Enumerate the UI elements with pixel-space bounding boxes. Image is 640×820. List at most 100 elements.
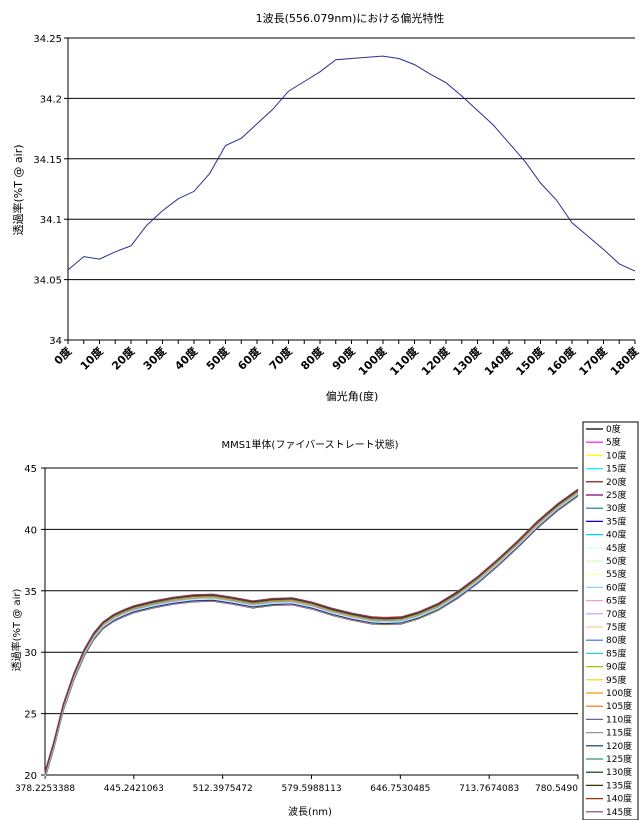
- chart1-ytick-label: 34.25: [33, 34, 62, 45]
- chart2-legend-label: 35度: [606, 515, 626, 527]
- chart2-series-line: [44, 489, 579, 773]
- chart2-ylabel: 透過率(%T @ air): [10, 589, 23, 672]
- chart2-series-line: [44, 492, 579, 776]
- chart2-series-line: [44, 490, 579, 774]
- chart2-series-line: [44, 495, 579, 779]
- chart2-legend-label: 145度: [606, 806, 632, 818]
- chart2-ytick-label: 20: [24, 771, 37, 782]
- chart2-series-line: [44, 488, 579, 772]
- chart1-ylabel: 透過率(%T @ air): [11, 144, 25, 235]
- chart2-xlabel: 波長(nm): [288, 805, 332, 818]
- chart2-legend-label: 15度: [606, 463, 626, 475]
- chart2-series-line: [44, 491, 579, 775]
- chart2-ytick-label: 30: [24, 648, 37, 659]
- chart2-series-line: [44, 490, 579, 774]
- chart2-legend-label: 130度: [606, 766, 632, 778]
- chart2-legend-label: 105度: [606, 700, 632, 712]
- chart2-series-line: [44, 489, 579, 773]
- polarization-chart: 1波長(556.079nm)における偏光特性 34 34.05 34.1 34.15 3…: [11, 11, 640, 403]
- chart2-series-line: [44, 495, 579, 779]
- chart2-legend-label: 40度: [606, 529, 626, 541]
- chart1-title: 1波長(556.079nm)における偏光特性: [256, 11, 445, 25]
- chart2-series-line: [44, 492, 579, 776]
- chart2-series-line: [44, 494, 579, 778]
- chart2-legend-label: 30度: [606, 502, 626, 514]
- chart1-category-label: 60度: [235, 344, 264, 373]
- chart1-category-label: 40度: [172, 344, 201, 373]
- chart2-legend-label: 5度: [606, 436, 621, 448]
- chart1-category-label: 90度: [329, 344, 358, 373]
- chart2-series-line: [44, 494, 579, 778]
- chart2-legend-label: 65度: [606, 595, 626, 607]
- chart2-legend-label: 95度: [606, 674, 626, 686]
- chart2-title: MMS1単体(ファイバーストレート状態): [221, 438, 398, 451]
- chart2-legend-label: 10度: [606, 449, 626, 461]
- chart2-series-line: [44, 492, 579, 776]
- chart2-ytick-label: 25: [24, 710, 37, 721]
- chart2-series-line: [44, 492, 579, 776]
- chart2-legend-label: 45度: [606, 542, 626, 554]
- chart2-series-line: [44, 490, 579, 774]
- chart2-legend-label: 110度: [606, 713, 632, 725]
- chart1-category-label: 120度: [418, 344, 453, 379]
- chart2-xtick-label: 445.2421063: [104, 784, 164, 794]
- chart2-legend-label: 80度: [606, 634, 626, 646]
- chart2-legend-label: 125度: [606, 753, 632, 765]
- chart1-category-label: 150度: [513, 344, 548, 379]
- chart2-ytick-label: 40: [24, 525, 37, 536]
- chart2-series-line: [44, 494, 579, 778]
- chart2-series-line: [44, 493, 579, 777]
- chart2-legend-label: 90度: [606, 661, 626, 673]
- chart1-category-label: 30度: [140, 344, 169, 373]
- chart2-legend-label: 75度: [606, 621, 626, 633]
- spectrum-chart: MMS1単体(ファイバーストレート状態) 20 25 30 35 40 45 378.22…: [10, 421, 639, 820]
- chart2-legend-label: 85度: [606, 647, 626, 659]
- chart1-series-line: [67, 55, 636, 272]
- chart2-legend-label: 25度: [606, 489, 626, 501]
- chart2-legend-label: 20度: [606, 476, 626, 488]
- chart1-category-label: 20度: [109, 344, 138, 373]
- chart2-xtick-label: 780.5490: [535, 784, 578, 794]
- chart1-category-label: 50度: [203, 344, 232, 373]
- chart1-category-label: 110度: [387, 344, 422, 379]
- chart2-xtick-label: 713.7674083: [459, 784, 519, 794]
- chart2-series-line: [44, 488, 579, 772]
- chart2-ytick-label: 35: [24, 587, 37, 598]
- chart2-legend-label: 120度: [606, 740, 632, 752]
- chart1-category-label: 180度: [607, 344, 640, 379]
- chart2-series-line: [44, 494, 579, 778]
- chart1-category-label: 80度: [298, 344, 327, 373]
- chart2-xtick-label: 579.5988113: [281, 784, 341, 794]
- chart2-legend-label: 70度: [606, 608, 626, 620]
- chart2-series-line: [44, 490, 579, 774]
- chart2-series-line: [44, 493, 579, 777]
- chart2-legend-label: 140度: [606, 793, 632, 805]
- chart2-series-line: [44, 489, 579, 773]
- chart1-category-label: 70度: [266, 344, 295, 373]
- chart2-legend-label: 100度: [606, 687, 632, 699]
- chart2-legend-label: 0度: [606, 423, 621, 435]
- chart1-category-label: 160度: [544, 344, 579, 379]
- chart2-series-line: [44, 489, 579, 773]
- chart2-series-line: [44, 495, 579, 779]
- chart1-category-label: 0度: [51, 344, 75, 368]
- chart1-category-label: 140度: [481, 344, 516, 379]
- chart2-legend-label: 135度: [606, 779, 632, 791]
- chart2-series-line: [44, 491, 579, 775]
- chart1-ytick-label: 34.1: [40, 215, 62, 226]
- chart1-category-label: 170度: [576, 344, 611, 379]
- chart2-xtick-label: 512.3975472: [193, 784, 253, 794]
- chart2-xtick-label: 646.7530485: [370, 784, 430, 794]
- chart2-series-line: [44, 493, 579, 777]
- chart1-ytick-label: 34.05: [33, 276, 62, 287]
- chart1-category-label: 10度: [77, 344, 106, 373]
- chart2-legend-label: 60度: [606, 581, 626, 593]
- chart2-legend-label: 115度: [606, 727, 632, 739]
- chart2-series-line: [44, 495, 579, 779]
- chart2-series-line: [44, 491, 579, 775]
- chart2-legend-label: 50度: [606, 555, 626, 567]
- chart2-xtick-label: 378.2253388: [15, 784, 75, 794]
- chart1-ytick-label: 34.15: [33, 155, 62, 166]
- chart1-xlabel: 偏光角(度): [326, 389, 379, 403]
- chart2-series-line: [44, 493, 579, 777]
